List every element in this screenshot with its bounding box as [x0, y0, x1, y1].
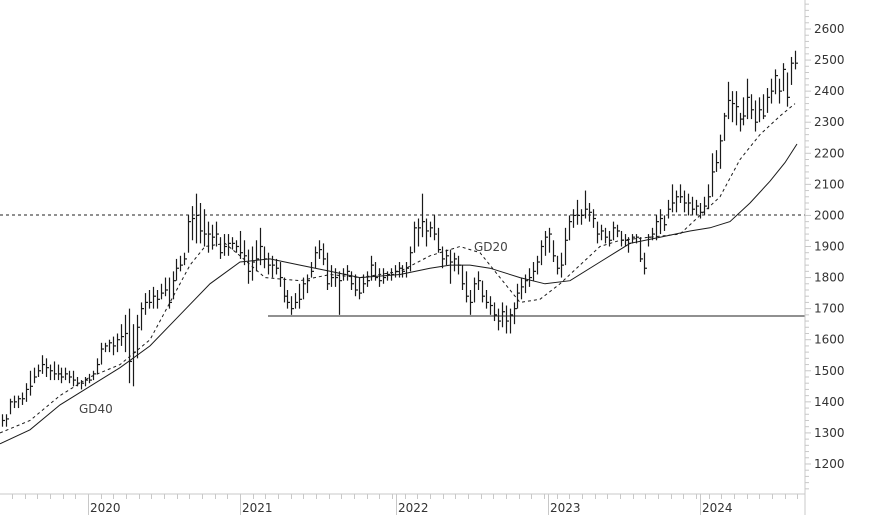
y-tick-label: 1400	[814, 395, 845, 409]
y-tick-label: 2100	[814, 177, 845, 191]
gd40-label: GD40	[79, 402, 113, 416]
price-bars	[1, 50, 798, 427]
x-axis: 2020 2021 2022 2023 2024	[0, 493, 805, 515]
moving-average-lines	[0, 103, 798, 445]
y-tick-label: 2600	[814, 22, 845, 36]
y-tick-label: 1800	[814, 271, 845, 285]
gd40-line	[0, 143, 798, 445]
y-tick-label: 1600	[814, 333, 845, 347]
y-tick-label: 2300	[814, 115, 845, 129]
x-tick-label: 2023	[550, 501, 581, 515]
x-tick-label: 2020	[90, 501, 121, 515]
gd20-label: GD20	[474, 240, 508, 254]
y-tick-label: 2500	[814, 53, 845, 67]
y-axis: 2600 2500 2400 2300 2200 2100 2000 1900 1800 1700…	[804, 0, 845, 515]
gd20-line	[0, 103, 796, 434]
y-tick-label: 1300	[814, 426, 845, 440]
y-tick-label: 2400	[814, 84, 845, 98]
y-tick-label: 1500	[814, 364, 845, 378]
y-tick-label: 1200	[814, 457, 845, 471]
y-tick-label: 2000	[814, 208, 845, 222]
x-tick-label: 2021	[242, 501, 273, 515]
y-tick-label: 1900	[814, 239, 845, 253]
y-tick-label: 1700	[814, 302, 845, 316]
x-tick-label: 2024	[702, 501, 733, 515]
x-tick-label: 2022	[398, 501, 429, 515]
y-tick-label: 2200	[814, 146, 845, 160]
